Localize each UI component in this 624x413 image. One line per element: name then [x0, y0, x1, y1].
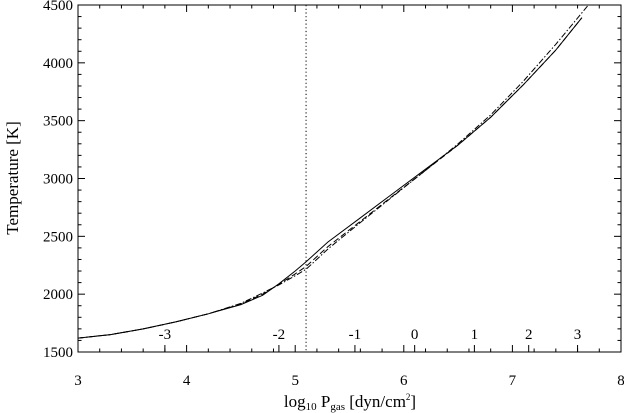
y-tick-label: 3500 — [43, 114, 73, 130]
y-tick-label: 2000 — [43, 287, 73, 303]
y-tick-label: 2500 — [43, 229, 73, 245]
y-tick-label: 4500 — [43, 0, 73, 14]
x-tick-label: 7 — [509, 373, 517, 389]
x-tick-label: 3 — [74, 373, 82, 389]
x-tick-label: 6 — [400, 373, 408, 389]
series-line-solid — [77, 17, 583, 339]
secondary-scale-label: -2 — [273, 327, 286, 343]
secondary-scale-label: -1 — [349, 327, 362, 343]
secondary-scale-label: 2 — [525, 327, 533, 343]
secondary-scale-label: 1 — [471, 327, 479, 343]
tick-labels: 3 4 5 6 7 8 1500 2000 2500 3000 3500 4000 4500 -3 -2 -1… — [43, 0, 624, 389]
series-line-dashed — [77, 17, 583, 339]
x-axis-label: log10 Pgas [dyn/cm2] — [284, 392, 416, 413]
x-tick-label: 4 — [183, 373, 191, 389]
axis-ticks — [77, 4, 622, 353]
secondary-scale-label: 3 — [574, 327, 582, 343]
series-lines — [77, 4, 589, 339]
secondary-scale-label: 0 — [411, 327, 419, 343]
x-tick-label: 5 — [291, 373, 299, 389]
y-tick-label: 4000 — [43, 56, 73, 72]
secondary-scale-label: -3 — [159, 327, 172, 343]
y-tick-label: 3000 — [43, 172, 73, 188]
x-tick-label: 8 — [617, 373, 624, 389]
plot-frame — [77, 4, 622, 353]
y-tick-label: 1500 — [43, 345, 73, 361]
series-line-dashdot — [77, 4, 589, 339]
y-axis-label: Temperature [K] — [3, 121, 22, 235]
